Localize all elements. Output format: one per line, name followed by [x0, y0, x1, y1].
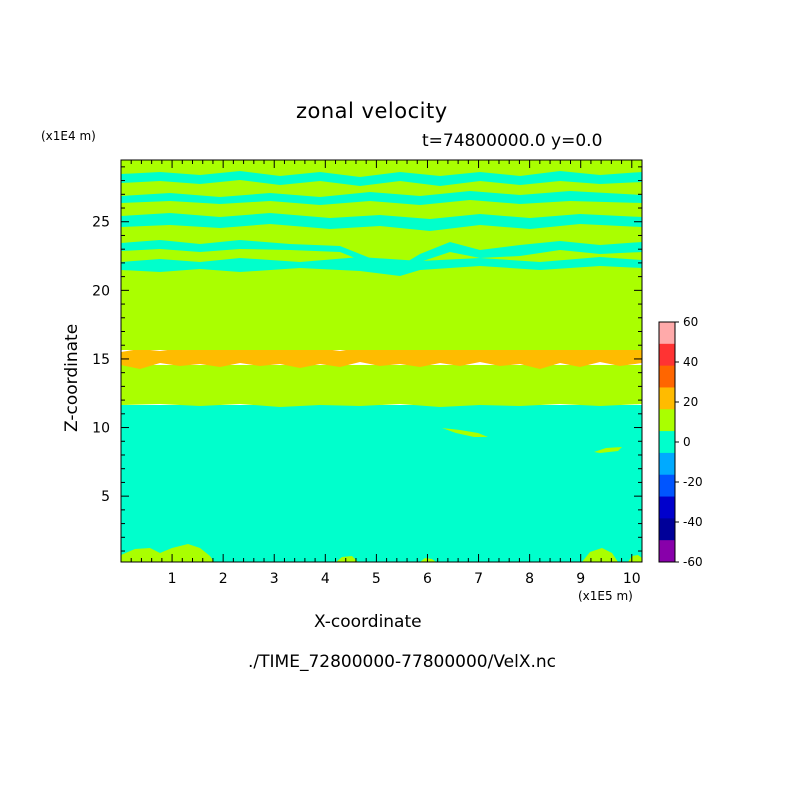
- colorbar-label: -40: [683, 515, 703, 529]
- colorbar-label: 0: [683, 435, 691, 449]
- x-axis-unit: (x1E5 m): [578, 589, 633, 603]
- x-tick-label: 9: [576, 571, 585, 587]
- colorbar-label: 20: [683, 395, 698, 409]
- y-tick-label: 20: [92, 283, 110, 299]
- colorbar-swatch: [659, 431, 675, 454]
- band-lower-green: [121, 365, 642, 407]
- colorbar-swatch: [659, 365, 675, 388]
- band-lower-cyan: [121, 405, 642, 562]
- x-axis-label: X-coordinate: [314, 612, 422, 632]
- colorbar-label: 40: [683, 355, 698, 369]
- plot-frame: [120, 159, 643, 563]
- y-tick-label: 10: [92, 421, 110, 437]
- x-tick-label: 10: [623, 571, 641, 587]
- x-tick-label: 5: [372, 571, 381, 587]
- colorbar-swatch: [659, 518, 675, 541]
- x-tick-label: 7: [474, 571, 483, 587]
- colorbar-label: 60: [683, 315, 698, 329]
- y-tick-label: 25: [92, 215, 110, 231]
- colorbar-label: -20: [683, 475, 703, 489]
- colorbar-swatch: [659, 409, 675, 432]
- upper-cyan-stripes: [121, 171, 642, 276]
- x-tick-label: 4: [321, 571, 330, 587]
- y-axis-unit: (x1E4 m): [41, 129, 96, 143]
- chart-subtitle: t=74800000.0 y=0.0: [422, 131, 603, 151]
- colorbar-label: -60: [683, 555, 703, 569]
- colorbar-swatch: [659, 496, 675, 519]
- colorbar-swatch: [659, 387, 675, 410]
- chart-title: zonal velocity: [296, 99, 448, 123]
- contour-field: [121, 160, 642, 562]
- colorbar-swatch: [659, 540, 675, 563]
- x-tick-label: 2: [219, 571, 228, 587]
- colorbar-swatch: [659, 322, 675, 345]
- colorbar-labels: 60 40 20 0 -20 -40 -60: [683, 315, 703, 569]
- x-tick-label: 8: [525, 571, 534, 587]
- colorbar-swatch: [659, 474, 675, 498]
- x-tick-label: 6: [423, 571, 432, 587]
- band-middle-green: [121, 272, 642, 350]
- colorbar-swatch: [659, 343, 675, 367]
- y-tick-label: 5: [101, 489, 110, 505]
- axis-tick-labels: 1 2 3 4 5 6 7 8 9 10 5 10 15 20 25: [92, 215, 641, 587]
- colorbar-swatch: [659, 452, 675, 476]
- x-tick-label: 3: [270, 571, 279, 587]
- colorbar: [658, 321, 679, 563]
- x-tick-label: 1: [168, 571, 177, 587]
- axis-ticks: [120, 160, 643, 562]
- y-tick-label: 15: [92, 352, 110, 368]
- source-file-label: ./TIME_72800000-77800000/VelX.nc: [248, 652, 557, 672]
